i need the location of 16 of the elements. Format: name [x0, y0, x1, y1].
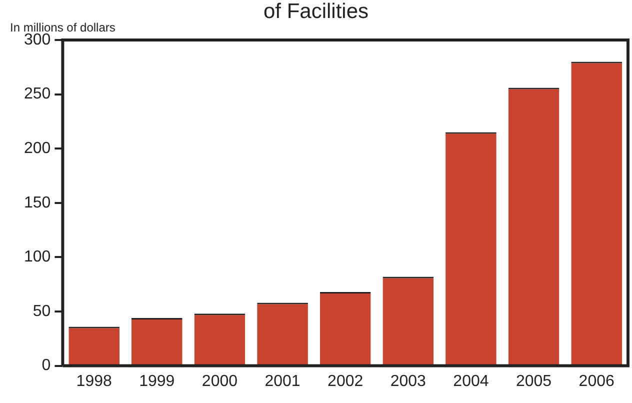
x-tick-label: 2004 — [453, 372, 489, 390]
y-tick-label: 250 — [24, 86, 51, 103]
x-tick-label: 2005 — [516, 372, 552, 390]
x-tick-label: 2000 — [202, 372, 238, 390]
y-tick-label: 0 — [42, 357, 51, 374]
x-tick-label: 2006 — [578, 372, 614, 390]
y-tick-label: 200 — [24, 140, 51, 158]
x-tick-label: 2003 — [390, 372, 426, 390]
y-tick-label: 150 — [24, 194, 51, 212]
x-tick-label: 1998 — [76, 372, 112, 390]
x-tick-label: 2001 — [264, 372, 300, 390]
x-tick-label: 1999 — [139, 372, 175, 390]
y-tick-label: 100 — [24, 248, 51, 266]
x-tick-label: 2002 — [328, 372, 364, 390]
y-tick-label: 50 — [32, 302, 51, 320]
chart-title: of Facilities — [263, 0, 369, 23]
